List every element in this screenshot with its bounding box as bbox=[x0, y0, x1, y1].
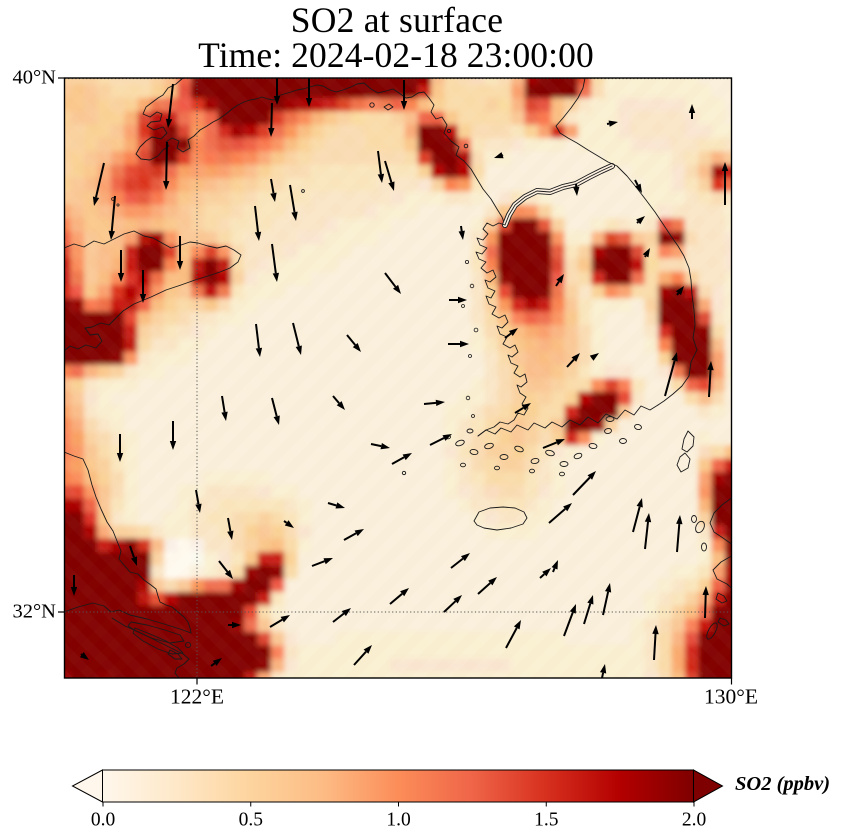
svg-text:Time: 2024-02-18 23:00:00: Time: 2024-02-18 23:00:00 bbox=[198, 35, 594, 75]
svg-text:SO2 at surface: SO2 at surface bbox=[291, 0, 503, 40]
svg-text:1.5: 1.5 bbox=[534, 810, 558, 831]
svg-text:40°N: 40°N bbox=[12, 67, 56, 89]
svg-text:122°E: 122°E bbox=[170, 685, 224, 709]
svg-text:32°N: 32°N bbox=[12, 601, 56, 623]
svg-text:2.0: 2.0 bbox=[682, 810, 706, 831]
svg-text:0.5: 0.5 bbox=[239, 810, 263, 831]
svg-text:1.0: 1.0 bbox=[386, 810, 410, 831]
svg-text:130°E: 130°E bbox=[704, 685, 758, 709]
svg-text:SO2 (ppbv): SO2 (ppbv) bbox=[735, 773, 830, 795]
svg-text:0.0: 0.0 bbox=[91, 810, 115, 831]
